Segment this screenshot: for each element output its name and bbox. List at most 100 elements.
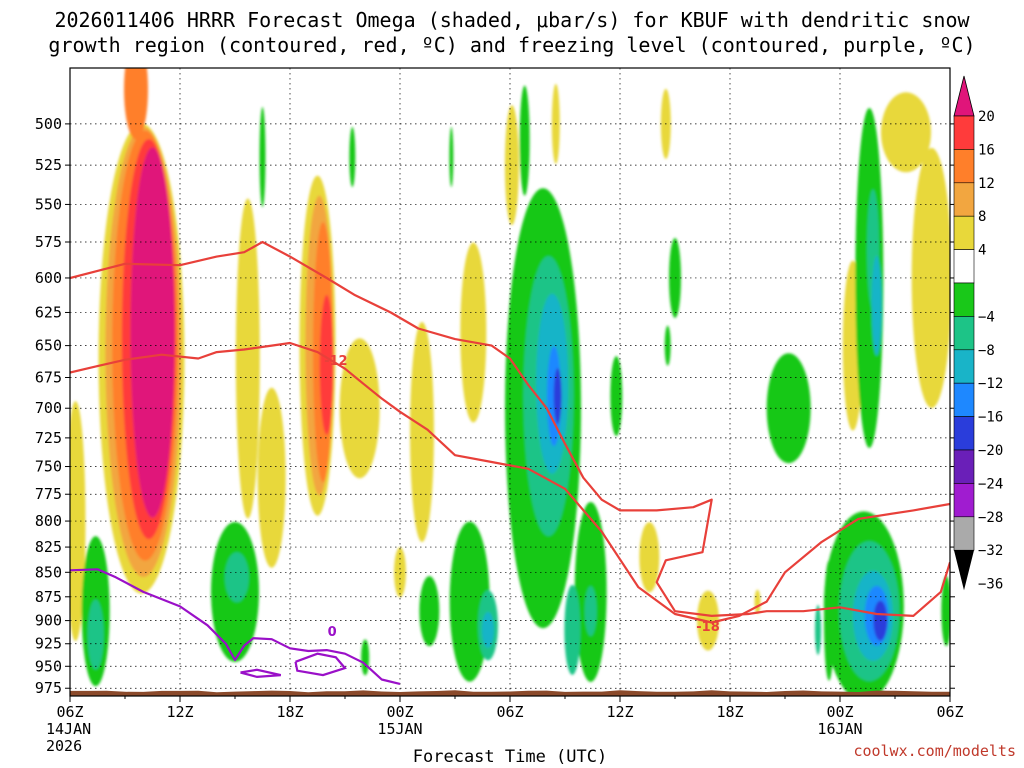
colorbar-bin (953, 449, 975, 484)
colorbar-bin (953, 382, 975, 417)
temperature-contours (70, 240, 950, 685)
colorbar-bin (953, 249, 975, 284)
y-tick-label: 500 (35, 115, 62, 133)
y-tick-label: 700 (35, 399, 62, 417)
omega-shade-region (449, 127, 454, 188)
contour-label: 0 (328, 625, 337, 640)
colorbar-bottom-arrow (954, 550, 974, 591)
omega-shade-region (349, 127, 356, 188)
colorbar-label: 4 (978, 243, 986, 259)
colorbar-bin (953, 316, 975, 351)
y-tick-label: 650 (35, 337, 62, 355)
omega-shade-region (766, 353, 811, 464)
omega-shade-region (460, 242, 487, 423)
contour-line (70, 568, 401, 685)
omega-shade-region (482, 611, 494, 648)
omega-shade-region (130, 147, 175, 518)
omega-shade-region (259, 107, 266, 208)
x-date-label: 16JAN (817, 720, 862, 738)
omega-shade-region (881, 92, 931, 173)
colorbar-bin (953, 349, 975, 384)
colorbar-label: 20 (978, 109, 995, 125)
omega-shade-region (235, 198, 260, 519)
colorbar-label: −8 (978, 343, 995, 359)
x-tick-label: 00Z (386, 703, 413, 721)
freezing-level-loop (294, 652, 347, 677)
colorbar-label: −4 (978, 309, 995, 325)
x-tick-label: 18Z (716, 703, 743, 721)
x-tick-label: 12Z (166, 703, 193, 721)
colorbar-label: −32 (978, 543, 1003, 559)
contour-line (70, 341, 950, 624)
y-tick-label: 625 (35, 303, 62, 321)
colorbar-bin (953, 115, 975, 150)
colorbar-label: −16 (978, 410, 1003, 426)
y-tick-label: 800 (35, 512, 62, 530)
contour-line (70, 240, 950, 617)
omega-shade-region (754, 589, 761, 614)
colorbar-bin (953, 182, 975, 217)
omega-shade-region (664, 325, 671, 366)
chart-title-line2: growth region (contoured, red, ºC) and f… (48, 33, 975, 57)
y-tick-label: 875 (35, 588, 62, 606)
omega-shade-region (564, 584, 581, 675)
x-tick-label: 06Z (56, 703, 83, 721)
y-tick-label: 575 (35, 233, 62, 251)
colorbar-label: −36 (978, 577, 1003, 593)
colorbar-label: −28 (978, 510, 1003, 526)
x-tick-label: 00Z (826, 703, 853, 721)
contour-labels: -12 -18 0 (324, 354, 720, 640)
colorbar-bin (953, 483, 975, 518)
omega-shade-region (941, 576, 950, 647)
omega-shade-region (224, 552, 249, 603)
colorbar-bin (953, 215, 975, 250)
credit-link[interactable]: coolwx.com/modelts (853, 742, 1016, 760)
colorbar-bin (953, 149, 975, 184)
y-axis-ticks: 500 525 550 575 600 625 650 675 700 725 750 775 800 8… (35, 115, 955, 697)
omega-shade-region (410, 322, 434, 543)
omega-shade-region (504, 105, 519, 226)
omega-shade-region (610, 356, 623, 437)
terrain-ground (70, 690, 950, 696)
omega-shade-region (124, 68, 148, 140)
x-axis-label: Forecast Time (UTC) (413, 747, 607, 767)
omega-shade-region (553, 368, 562, 425)
omega-shade-region (319, 294, 334, 435)
y-tick-label: 525 (35, 156, 62, 174)
omega-shade-region (871, 255, 882, 356)
x-tick-label: 12Z (606, 703, 633, 721)
omega-shade-region (257, 387, 286, 568)
omega-shade-region (70, 401, 86, 642)
x-year-label: 2026 (46, 737, 82, 755)
omega-shade-region (419, 576, 440, 647)
colorbar-top-arrow (953, 75, 975, 117)
freezing-level-loop (240, 668, 282, 679)
omega-shade-region (639, 522, 660, 593)
colorbar-label: −20 (978, 443, 1003, 459)
y-tick-label: 600 (35, 269, 62, 287)
y-tick-label: 850 (35, 563, 62, 581)
y-tick-label: 825 (35, 538, 62, 556)
x-date-label: 14JAN (46, 720, 91, 738)
colorbar-bin (953, 516, 975, 551)
colorbar-label: −12 (978, 376, 1003, 392)
y-tick-label: 900 (35, 612, 62, 630)
y-tick-label: 750 (35, 458, 62, 476)
y-tick-label: 725 (35, 429, 62, 447)
colorbar-label: 16 (978, 142, 995, 158)
x-date-label: 15JAN (377, 720, 422, 738)
x-tick-label: 06Z (496, 703, 523, 721)
omega-shade-region (519, 85, 530, 196)
y-tick-label: 550 (35, 195, 62, 213)
x-tick-label: 06Z (936, 703, 963, 721)
omega-shade-region (815, 604, 821, 655)
contour-label: -18 (696, 620, 720, 635)
colorbar-label: 12 (978, 176, 995, 192)
plot-area: -12 -18 0 500 525 550 575 600 625 650 675 700 725 75… (35, 67, 964, 755)
omega-shade-region (87, 599, 104, 670)
colorbar-label: 8 (978, 209, 986, 225)
y-tick-label: 675 (35, 368, 62, 386)
contour-label: -12 (324, 354, 348, 369)
